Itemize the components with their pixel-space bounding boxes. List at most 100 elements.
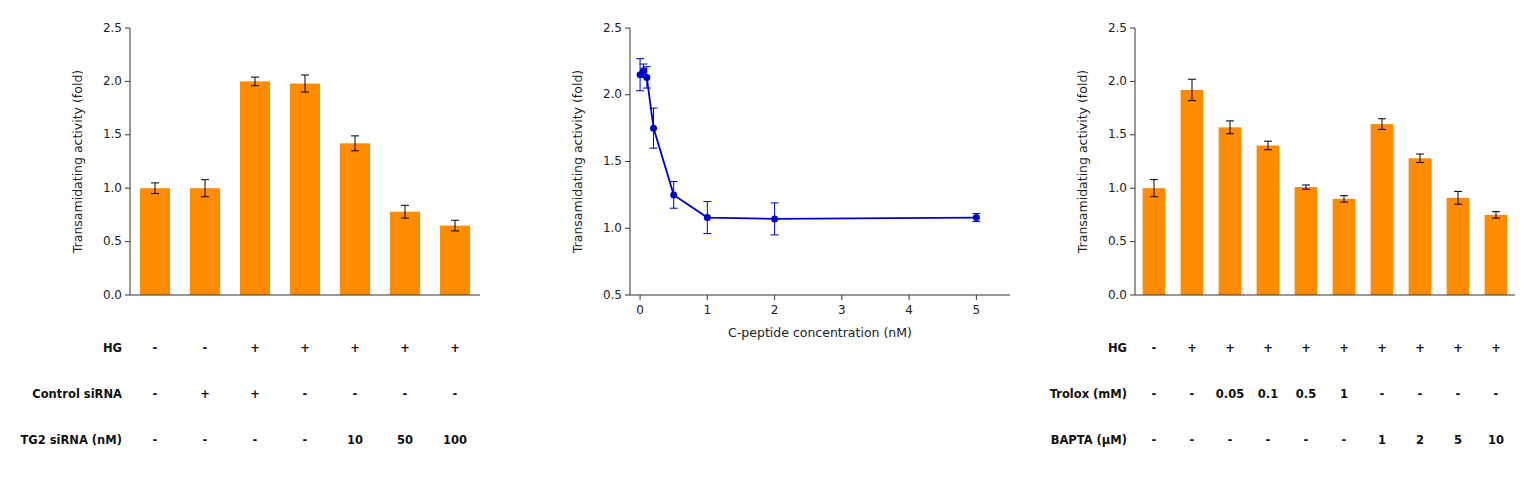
bar (340, 143, 370, 295)
row-value: + (1187, 341, 1197, 355)
row-value: + (1415, 341, 1425, 355)
y-tick-label: 2.5 (603, 21, 622, 35)
y-tick-label: 1.0 (103, 181, 122, 195)
row-value: + (1225, 341, 1235, 355)
row-value: + (1491, 341, 1501, 355)
row-value: - (403, 387, 408, 401)
row-value: + (200, 387, 210, 401)
y-tick (125, 81, 130, 82)
row-value: - (303, 387, 308, 401)
bar (190, 188, 220, 295)
row-value: - (1152, 433, 1157, 447)
row-value: + (1263, 341, 1273, 355)
y-tick-label: 1.5 (103, 127, 122, 141)
row-value: 100 (443, 433, 467, 447)
error-bar (201, 180, 209, 197)
error-bar (301, 75, 309, 92)
point (771, 215, 778, 222)
y-tick-label: 0.5 (603, 288, 622, 302)
bar (290, 84, 320, 295)
x-tick-label: 0 (636, 303, 644, 317)
row-value: - (153, 433, 158, 447)
y-tick (1130, 81, 1135, 82)
row-value: 1 (1340, 387, 1348, 401)
point (973, 214, 980, 221)
x-tick (640, 295, 641, 300)
error-bar (771, 203, 779, 235)
x-axis-line (1135, 295, 1515, 296)
bar (1143, 188, 1166, 295)
row-value: - (1228, 433, 1233, 447)
y-tick-label: 1.0 (1108, 181, 1127, 195)
row-label: HG (103, 341, 122, 355)
point (704, 214, 711, 221)
y-tick (625, 28, 630, 29)
y-tick (1130, 188, 1135, 189)
row-value: 10 (1488, 433, 1504, 447)
x-tick (841, 295, 842, 300)
row-value: + (1339, 341, 1349, 355)
error-bar (251, 77, 259, 86)
row-value: + (450, 341, 460, 355)
bar (440, 226, 470, 295)
row-value: - (1190, 433, 1195, 447)
bar (1485, 215, 1508, 295)
row-value: 2 (1416, 433, 1424, 447)
error-bar (1150, 180, 1158, 197)
row-value: 0.1 (1258, 387, 1278, 401)
y-tick-label: 2.0 (603, 87, 622, 101)
y-tick (125, 134, 130, 135)
error-bar (650, 108, 658, 148)
y-tick-label: 2.0 (1108, 74, 1127, 88)
y-tick-label: 2.0 (103, 74, 122, 88)
x-tick-label: 5 (973, 303, 981, 317)
bar (140, 188, 170, 295)
row-value: + (1453, 341, 1463, 355)
y-tick (1130, 28, 1135, 29)
y-axis-label: Transamidating activity (fold) (570, 70, 585, 254)
row-value: - (203, 341, 208, 355)
panel: 0.00.51.01.52.02.5Transamidating activit… (1050, 21, 1515, 447)
row-label: Trolox (mM) (1050, 387, 1127, 401)
row-value: 0.05 (1216, 387, 1244, 401)
y-axis-line (130, 28, 131, 295)
row-value: - (203, 433, 208, 447)
x-tick (774, 295, 775, 300)
row-value: 1 (1378, 433, 1386, 447)
y-tick (125, 188, 130, 189)
bar (1257, 145, 1280, 295)
y-tick-label: 2.5 (103, 21, 122, 35)
error-bar (1340, 196, 1348, 202)
y-tick (625, 295, 630, 296)
bar (1333, 199, 1356, 295)
error-bar (1454, 191, 1462, 204)
error-bar (636, 59, 644, 91)
y-tick-label: 0.0 (1108, 288, 1127, 302)
row-value: + (250, 341, 260, 355)
y-tick-label: 1.5 (1108, 127, 1127, 141)
point (650, 125, 657, 132)
error-bar (151, 183, 159, 194)
row-value: + (400, 341, 410, 355)
bar (1447, 198, 1470, 295)
row-value: - (1266, 433, 1271, 447)
x-axis-line (630, 295, 1010, 296)
y-tick (1130, 295, 1135, 296)
row-value: + (250, 387, 260, 401)
row-label: Control siRNA (32, 387, 122, 401)
point (670, 191, 677, 198)
y-tick-label: 2.5 (1108, 21, 1127, 35)
error-bar (401, 205, 409, 218)
y-tick (625, 161, 630, 162)
error-bar (1378, 119, 1386, 130)
bar (1219, 127, 1242, 295)
error-bar (351, 136, 359, 151)
x-axis-line (130, 295, 480, 296)
row-value: 5 (1454, 433, 1462, 447)
row-value: 50 (397, 433, 413, 447)
row-value: - (1190, 387, 1195, 401)
row-value: - (1152, 387, 1157, 401)
y-axis-label: Transamidating activity (fold) (70, 70, 85, 254)
x-tick-label: 3 (838, 303, 846, 317)
y-tick (625, 94, 630, 95)
